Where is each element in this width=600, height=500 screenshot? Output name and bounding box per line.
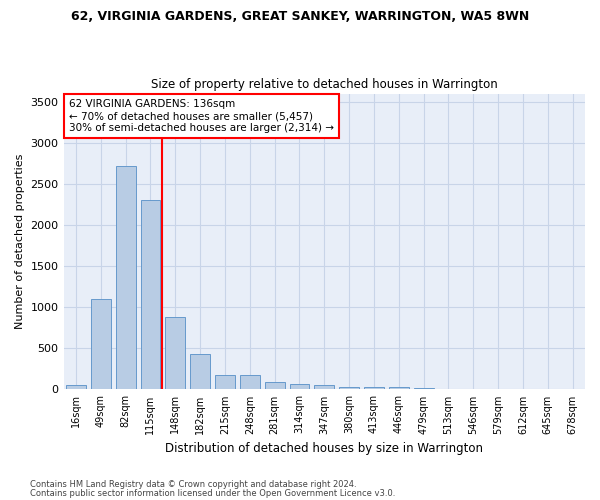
Bar bbox=[364, 387, 384, 390]
Bar bbox=[91, 299, 111, 390]
Bar bbox=[339, 387, 359, 390]
Bar bbox=[290, 384, 310, 390]
Bar bbox=[215, 376, 235, 390]
X-axis label: Distribution of detached houses by size in Warrington: Distribution of detached houses by size … bbox=[165, 442, 483, 455]
Bar bbox=[265, 382, 284, 390]
Bar bbox=[166, 317, 185, 390]
Bar bbox=[240, 376, 260, 390]
Title: Size of property relative to detached houses in Warrington: Size of property relative to detached ho… bbox=[151, 78, 497, 91]
Bar bbox=[389, 387, 409, 390]
Bar bbox=[116, 166, 136, 390]
Bar bbox=[439, 388, 458, 390]
Bar bbox=[314, 385, 334, 390]
Text: 62, VIRGINIA GARDENS, GREAT SANKEY, WARRINGTON, WA5 8WN: 62, VIRGINIA GARDENS, GREAT SANKEY, WARR… bbox=[71, 10, 529, 23]
Y-axis label: Number of detached properties: Number of detached properties bbox=[15, 154, 25, 329]
Bar bbox=[66, 386, 86, 390]
Bar bbox=[140, 200, 160, 390]
Text: 62 VIRGINIA GARDENS: 136sqm
← 70% of detached houses are smaller (5,457)
30% of : 62 VIRGINIA GARDENS: 136sqm ← 70% of det… bbox=[69, 100, 334, 132]
Text: Contains HM Land Registry data © Crown copyright and database right 2024.: Contains HM Land Registry data © Crown c… bbox=[30, 480, 356, 489]
Bar bbox=[190, 354, 210, 390]
Text: Contains public sector information licensed under the Open Government Licence v3: Contains public sector information licen… bbox=[30, 488, 395, 498]
Bar bbox=[413, 388, 434, 390]
